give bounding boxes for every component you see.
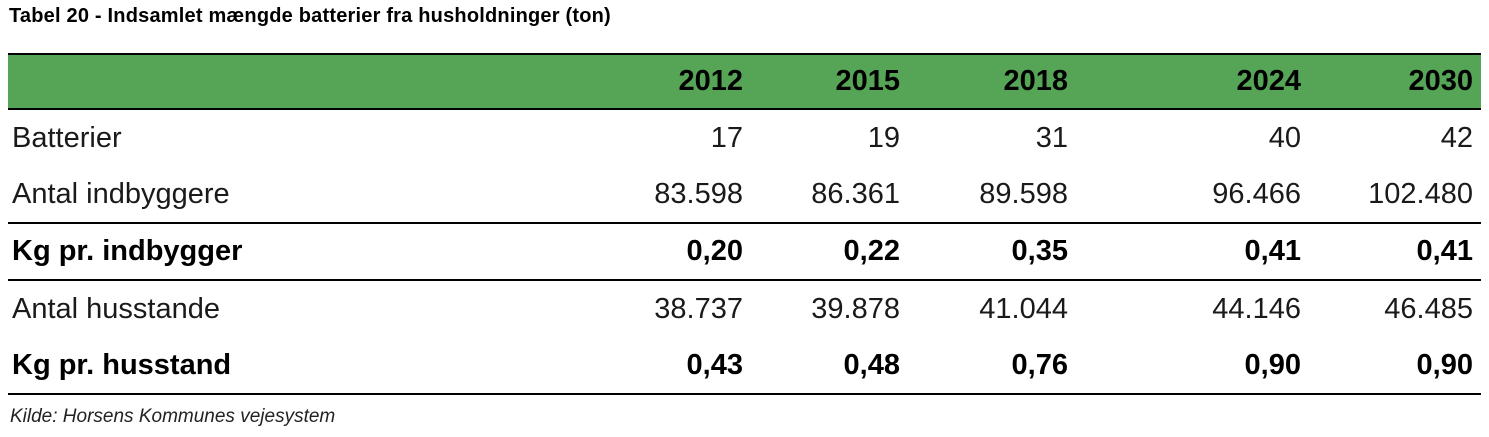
column-header-2024: 2024 — [1236, 65, 1301, 97]
table-header-row: 2012 2015 2018 2024 2030 — [8, 54, 1481, 109]
table-cell: 0,20 — [686, 235, 743, 267]
column-header-empty — [8, 54, 594, 109]
table-cell: 42 — [1440, 121, 1473, 154]
column-header-2012: 2012 — [678, 65, 743, 97]
table-row-antal-indbyggere: Antal indbyggere 83.598 86.361 89.598 96… — [8, 166, 1481, 223]
column-header-2015: 2015 — [835, 65, 900, 97]
table-row-kg-pr-indbygger: Kg pr. indbygger 0,20 0,22 0,35 0,41 0,4… — [8, 223, 1481, 280]
batteries-table: 2012 2015 2018 2024 2030 Batterier 17 19… — [8, 53, 1481, 395]
table-row-kg-pr-husstand: Kg pr. husstand 0,43 0,48 0,76 0,90 0,90 — [8, 337, 1481, 394]
row-label-antal-husstande: Antal husstande — [12, 292, 220, 325]
table-cell: 83.598 — [654, 177, 743, 210]
table-cell: 0,22 — [843, 235, 900, 267]
table-row-antal-husstande: Antal husstande 38.737 39.878 41.044 44.… — [8, 280, 1481, 337]
row-label-kg-pr-husstand: Kg pr. husstand — [12, 348, 232, 381]
table-cell: 0,48 — [843, 348, 900, 381]
table-cell: 19 — [867, 121, 900, 154]
column-header-2030: 2030 — [1408, 65, 1473, 97]
table-cell: 0,76 — [1011, 348, 1068, 381]
table-cell: 0,41 — [1416, 235, 1473, 267]
page-title: Tabel 20 - Indsamlet mængde batterier fr… — [9, 5, 611, 27]
source-note: Kilde: Horsens Kommunes vejesystem — [10, 406, 336, 427]
table-cell: 96.466 — [1212, 177, 1301, 210]
table-cell: 86.361 — [811, 177, 900, 210]
table-cell: 0,90 — [1244, 348, 1301, 381]
table-cell: 44.146 — [1212, 292, 1301, 325]
table-cell: 38.737 — [654, 292, 743, 325]
table-cell: 0,35 — [1011, 235, 1068, 267]
table-cell: 41.044 — [979, 292, 1068, 325]
column-header-2018: 2018 — [1003, 65, 1068, 97]
row-label-kg-pr-indbygger: Kg pr. indbygger — [12, 235, 243, 267]
table-cell: 46.485 — [1384, 292, 1473, 325]
table-cell: 0,90 — [1416, 348, 1473, 381]
table-cell: 102.480 — [1368, 177, 1473, 210]
row-label-antal-indbyggere: Antal indbyggere — [12, 177, 230, 210]
row-label-batterier: Batterier — [12, 121, 122, 154]
table-cell: 40 — [1268, 121, 1301, 154]
table-cell: 17 — [710, 121, 743, 154]
table-cell: 39.878 — [811, 292, 900, 325]
table-cell: 31 — [1035, 121, 1068, 154]
table-row-batterier: Batterier 17 19 31 40 42 — [8, 109, 1481, 166]
table-cell: 0,41 — [1244, 235, 1301, 267]
table-cell: 0,43 — [686, 348, 743, 381]
table-cell: 89.598 — [979, 177, 1068, 210]
